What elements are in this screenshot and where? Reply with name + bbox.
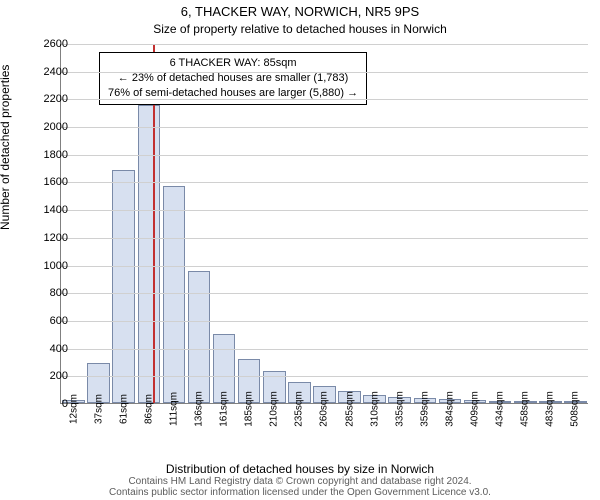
x-tick: 458sqm xyxy=(520,391,531,427)
x-tick: 136sqm xyxy=(194,391,205,427)
gridline xyxy=(61,72,588,73)
annotation-box: 6 THACKER WAY: 85sqm ← 23% of detached h… xyxy=(99,52,367,105)
gridline xyxy=(61,210,588,211)
y-axis-label: Number of detached properties xyxy=(0,65,12,230)
gridline xyxy=(61,182,588,183)
gridline xyxy=(61,155,588,156)
chart-subtitle: Size of property relative to detached ho… xyxy=(0,22,600,36)
footer-line1: Contains HM Land Registry data © Crown c… xyxy=(128,476,471,487)
y-tick: 1200 xyxy=(28,232,68,244)
x-tick: 37sqm xyxy=(93,394,104,424)
annotation-line1: 6 THACKER WAY: 85sqm xyxy=(108,56,358,71)
x-tick: 235sqm xyxy=(294,391,305,427)
property-size-histogram: 6, THACKER WAY, NORWICH, NR5 9PS Size of… xyxy=(0,0,600,500)
y-tick: 1000 xyxy=(28,260,68,272)
x-tick: 384sqm xyxy=(444,391,455,427)
y-tick: 2200 xyxy=(28,93,68,105)
x-tick: 285sqm xyxy=(344,391,355,427)
y-tick: 600 xyxy=(28,315,68,327)
x-tick: 409sqm xyxy=(470,391,481,427)
gridline xyxy=(61,127,588,128)
y-tick: 2600 xyxy=(28,38,68,50)
gridline xyxy=(61,266,588,267)
annotation-line2: ← 23% of detached houses are smaller (1,… xyxy=(108,71,358,86)
y-tick: 2400 xyxy=(28,66,68,78)
bar xyxy=(188,271,211,403)
x-tick: 483sqm xyxy=(545,391,556,427)
chart-footer: Contains HM Land Registry data © Crown c… xyxy=(0,476,600,498)
y-tick: 0 xyxy=(28,398,68,410)
x-tick: 161sqm xyxy=(219,391,230,427)
x-tick: 335sqm xyxy=(394,391,405,427)
x-tick: 508sqm xyxy=(570,391,581,427)
gridline xyxy=(61,44,588,45)
x-tick: 185sqm xyxy=(244,391,255,427)
x-axis-label: Distribution of detached houses by size … xyxy=(0,462,600,476)
x-tick: 359sqm xyxy=(419,391,430,427)
gridline xyxy=(61,349,588,350)
gridline xyxy=(61,321,588,322)
bar xyxy=(138,105,161,403)
gridline xyxy=(61,238,588,239)
y-tick: 400 xyxy=(28,343,68,355)
x-tick: 12sqm xyxy=(68,394,79,424)
y-tick: 1400 xyxy=(28,204,68,216)
x-tick: 111sqm xyxy=(168,392,179,426)
y-tick: 200 xyxy=(28,370,68,382)
annotation-line3: 76% of semi-detached houses are larger (… xyxy=(108,86,358,101)
bar xyxy=(163,186,186,403)
x-tick: 260sqm xyxy=(319,391,330,427)
footer-line2: Contains public sector information licen… xyxy=(109,487,491,498)
chart-title: 6, THACKER WAY, NORWICH, NR5 9PS xyxy=(0,4,600,19)
y-tick: 1600 xyxy=(28,176,68,188)
x-tick: 210sqm xyxy=(269,391,280,427)
gridline xyxy=(61,99,588,100)
gridline xyxy=(61,293,588,294)
gridline xyxy=(61,376,588,377)
y-tick: 1800 xyxy=(28,149,68,161)
y-tick: 2000 xyxy=(28,121,68,133)
x-tick: 310sqm xyxy=(369,391,380,427)
plot-area: 12sqm37sqm61sqm86sqm111sqm136sqm161sqm18… xyxy=(60,44,588,404)
y-tick: 800 xyxy=(28,287,68,299)
x-tick: 61sqm xyxy=(118,394,129,424)
bar xyxy=(112,170,135,403)
x-tick: 434sqm xyxy=(495,391,506,427)
